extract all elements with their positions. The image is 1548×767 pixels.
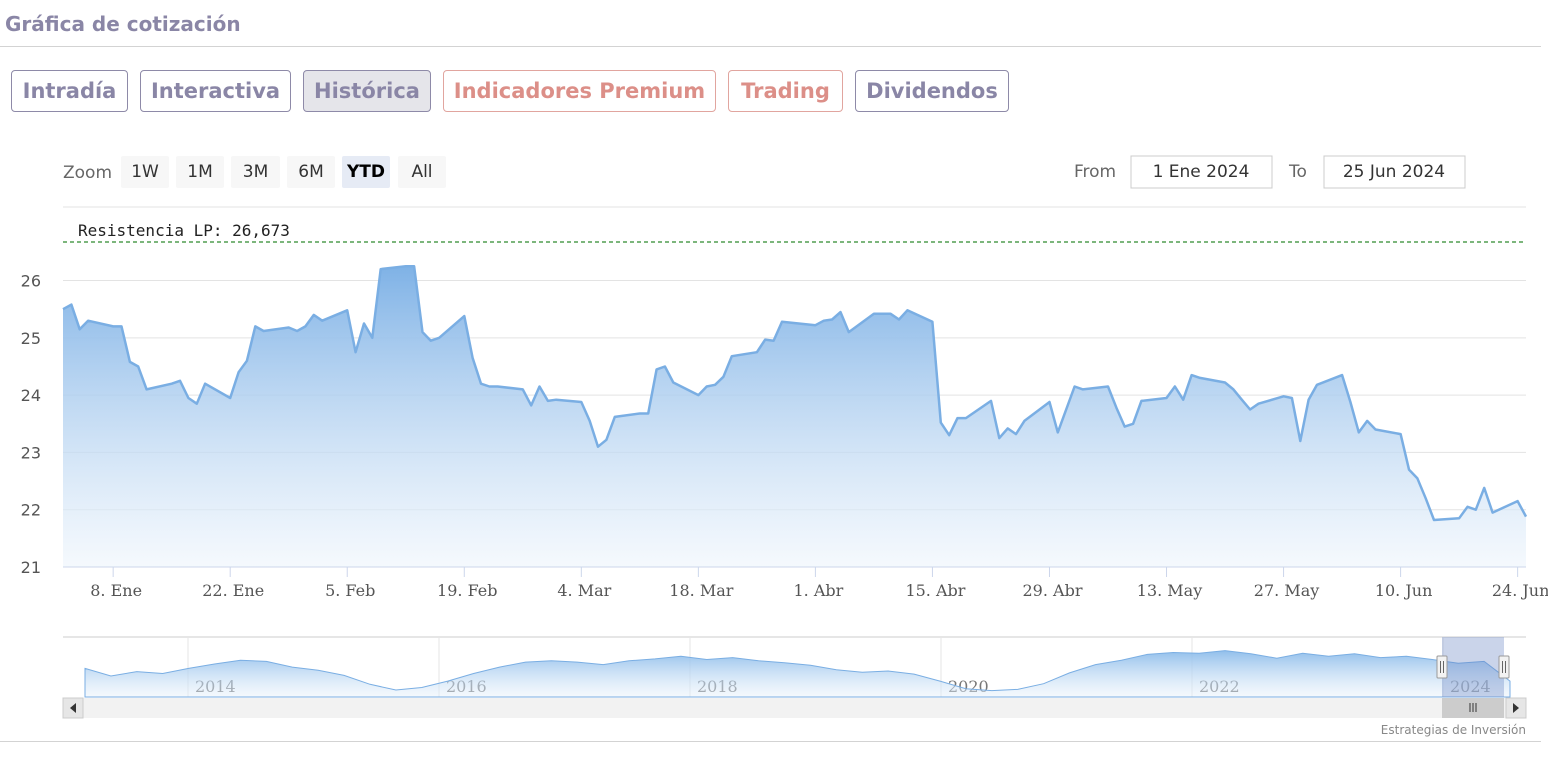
zoom-button-label: All <box>411 162 432 182</box>
section-title: Gráfica de cotización <box>5 12 241 36</box>
tab-indicadores-premium[interactable]: Indicadores Premium <box>443 70 716 112</box>
tab-dividendos[interactable]: Dividendos <box>855 70 1009 112</box>
y-tick-label: 26 <box>21 272 41 291</box>
x-tick-label: 18. Mar <box>669 581 733 600</box>
x-tick-label: 27. May <box>1254 581 1320 600</box>
from-label: From <box>1074 162 1116 182</box>
zoom-button-label: YTD <box>346 162 385 182</box>
x-tick-label: 4. Mar <box>557 581 611 600</box>
zoom-button-all[interactable]: All <box>398 156 446 188</box>
zoom-button-label: 3M <box>243 162 268 182</box>
from-date-value: 1 Ene 2024 <box>1153 162 1250 182</box>
x-tick-label: 19. Feb <box>437 581 497 600</box>
y-tick-label: 24 <box>21 386 41 405</box>
zoom-button-label: 6M <box>298 162 323 182</box>
zoom-button-label: 1W <box>131 162 159 182</box>
x-tick-label: 22. Ene <box>202 581 264 600</box>
x-tick-label: 24. Jun <box>1492 581 1548 600</box>
tab-trading[interactable]: Trading <box>728 70 843 112</box>
to-label: To <box>1288 162 1307 182</box>
y-tick-label: 22 <box>21 501 41 520</box>
zoom-label: Zoom <box>63 163 112 183</box>
zoom-button-6m[interactable]: 6M <box>287 156 335 188</box>
to-date-input[interactable] <box>1323 155 1466 189</box>
navigator-left-handle[interactable] <box>1436 655 1448 679</box>
x-tick-label: 15. Abr <box>905 581 965 600</box>
zoom-button-label: 1M <box>187 162 212 182</box>
resistance-label: Resistencia LP: 26,673 <box>78 221 290 240</box>
chevron-right-icon <box>1513 703 1519 713</box>
y-axis-labels: 21 22 23 24 25 26 <box>21 272 41 577</box>
navigator-selected-range[interactable] <box>1442 637 1504 697</box>
tab-intradia[interactable]: Intradía <box>11 70 128 112</box>
chevron-left-icon <box>70 703 76 713</box>
x-tick-label: 1. Abr <box>794 581 844 600</box>
navigator-series <box>84 650 1511 698</box>
x-tick-label: 8. Ene <box>90 581 142 600</box>
tab-interactiva[interactable]: Interactiva <box>140 70 291 112</box>
zoom-button-3m[interactable]: 3M <box>231 156 280 188</box>
x-tick-label: 29. Abr <box>1022 581 1082 600</box>
y-tick-label: 23 <box>21 443 41 462</box>
from-date-input[interactable] <box>1130 155 1273 189</box>
price-line <box>62 264 1528 522</box>
credits[interactable]: Estrategias de Inversión <box>1381 723 1526 737</box>
price-chart: Zoom 1W 1M 3M 6M YTD All From 1 Ene 2024 To 2… <box>21 155 1548 737</box>
zoom-buttons: 1W 1M 3M 6M YTD All <box>121 156 446 188</box>
to-date-value: 25 Jun 2024 <box>1343 162 1445 182</box>
scrollbar-track[interactable] <box>63 698 1526 718</box>
x-axis-labels: 8. Ene 22. Ene 5. Feb 19. Feb 4. Mar 18. Mar 1… <box>90 567 1548 600</box>
x-tick-label: 5. Feb <box>325 581 375 600</box>
zoom-button-1m[interactable]: 1M <box>176 156 224 188</box>
zoom-button-ytd[interactable]: YTD <box>342 156 390 188</box>
x-tick-label: 13. May <box>1137 581 1203 600</box>
navigator-right-handle[interactable] <box>1498 655 1510 679</box>
price-area <box>63 266 1526 567</box>
title-divider <box>0 46 1541 47</box>
y-tick-label: 21 <box>21 558 41 577</box>
y-tick-label: 25 <box>21 329 41 348</box>
x-tick-label: 10. Jun <box>1375 581 1433 600</box>
zoom-button-1w[interactable]: 1W <box>121 156 169 188</box>
tab-historica[interactable]: Histórica <box>303 70 431 112</box>
bottom-divider <box>0 741 1541 742</box>
